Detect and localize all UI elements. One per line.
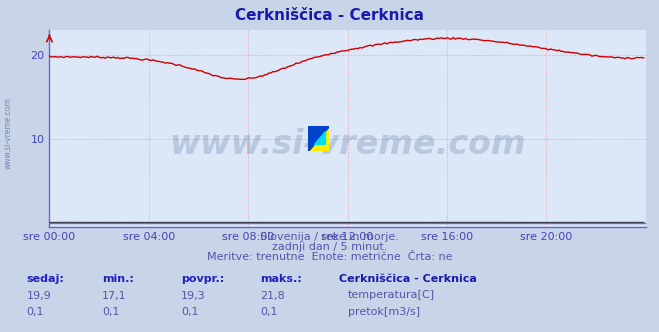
Text: 19,9: 19,9 bbox=[26, 290, 51, 300]
Text: Cerkniščica - Cerknica: Cerkniščica - Cerknica bbox=[235, 8, 424, 23]
Text: sedaj:: sedaj: bbox=[26, 274, 64, 284]
Polygon shape bbox=[308, 126, 329, 151]
Text: Meritve: trenutne  Enote: metrične  Črta: ne: Meritve: trenutne Enote: metrične Črta: … bbox=[207, 252, 452, 262]
Text: 0,1: 0,1 bbox=[102, 307, 120, 317]
Text: 19,3: 19,3 bbox=[181, 290, 206, 300]
Text: temperatura[C]: temperatura[C] bbox=[348, 290, 435, 300]
Text: maks.:: maks.: bbox=[260, 274, 302, 284]
Text: povpr.:: povpr.: bbox=[181, 274, 225, 284]
Text: zadnji dan / 5 minut.: zadnji dan / 5 minut. bbox=[272, 242, 387, 252]
Text: pretok[m3/s]: pretok[m3/s] bbox=[348, 307, 420, 317]
Text: 21,8: 21,8 bbox=[260, 290, 285, 300]
Text: 17,1: 17,1 bbox=[102, 290, 127, 300]
Text: 0,1: 0,1 bbox=[26, 307, 44, 317]
Text: www.si-vreme.com: www.si-vreme.com bbox=[4, 97, 13, 169]
Text: 0,1: 0,1 bbox=[181, 307, 199, 317]
Polygon shape bbox=[308, 126, 329, 151]
Text: www.si-vreme.com: www.si-vreme.com bbox=[169, 128, 526, 161]
Text: Slovenija / reke in morje.: Slovenija / reke in morje. bbox=[260, 232, 399, 242]
Text: Cerkniščica - Cerknica: Cerkniščica - Cerknica bbox=[339, 274, 477, 284]
Text: min.:: min.: bbox=[102, 274, 134, 284]
Text: 0,1: 0,1 bbox=[260, 307, 278, 317]
Polygon shape bbox=[314, 131, 325, 143]
